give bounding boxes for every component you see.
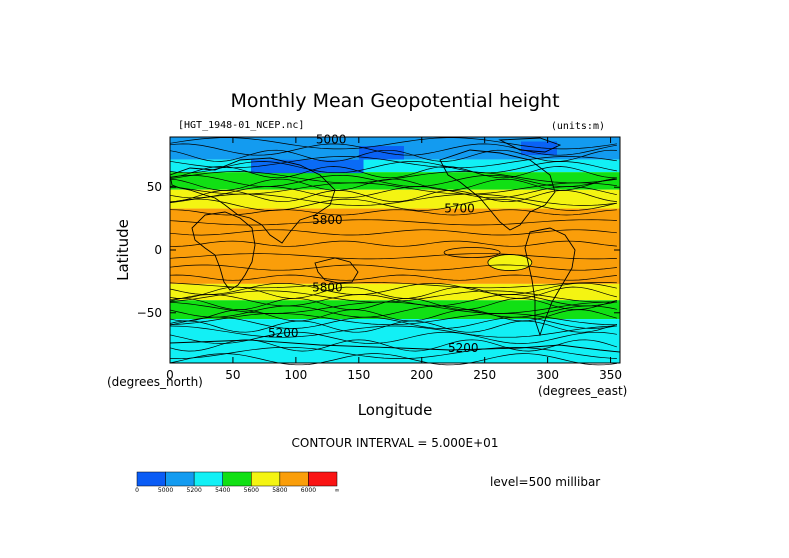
contour-line-32 xyxy=(169,320,618,333)
chart-title: Monthly Mean Geopotential height xyxy=(230,90,559,112)
band-5 xyxy=(170,283,620,301)
y-axis-label: Latitude xyxy=(114,219,132,281)
colorbar-label-5: 5800 xyxy=(272,487,287,494)
y-axis-ticks: 50 0 −50 xyxy=(137,180,620,320)
contour-line-5 xyxy=(169,166,617,179)
x-tick-label-0: 0 xyxy=(166,368,174,382)
contour-line-3 xyxy=(169,156,617,169)
coastline-1 xyxy=(191,211,256,291)
colorbar-swatch-1 xyxy=(165,471,195,487)
contour-line-30 xyxy=(169,313,617,326)
contour-line-37 xyxy=(169,353,617,366)
contour-line-28 xyxy=(169,305,617,318)
x-tick-label-3: 150 xyxy=(347,368,370,382)
x-unit-label: (degrees_east) xyxy=(538,384,627,398)
contour-line-11 xyxy=(169,190,617,203)
dataset-label: [HGT_1948-01_NCEP.nc] xyxy=(178,120,304,131)
coastline-2 xyxy=(314,257,359,284)
colorbar: 0 5000 5200 5400 5600 5800 6000 ∞ xyxy=(135,471,340,494)
colorbar-label-3: 5400 xyxy=(215,487,230,494)
contour-line-22 xyxy=(169,282,617,295)
contour-line-12 xyxy=(169,193,617,206)
contour-line-18 xyxy=(169,253,617,260)
contour-ring xyxy=(443,247,501,258)
colorbar-swatch-3 xyxy=(222,471,252,487)
coastline-6 xyxy=(498,137,562,153)
contour-line-23 xyxy=(169,286,617,299)
y-tick-label-2: −50 xyxy=(137,306,162,320)
colorbar-swatch-2 xyxy=(193,471,223,487)
coastline-4 xyxy=(524,227,576,337)
x-tick-label-4: 200 xyxy=(410,368,433,382)
units-label: (units:m) xyxy=(551,121,605,132)
colorbar-swatch-6 xyxy=(308,471,338,487)
contour-label-3: 5800 xyxy=(312,281,343,295)
colorbar-label-4: 5600 xyxy=(244,487,259,494)
contour-line-25 xyxy=(169,294,617,307)
contour-line-20 xyxy=(169,274,617,281)
contour-line-29 xyxy=(169,309,617,322)
band-3 xyxy=(170,189,620,209)
contour-line-7 xyxy=(169,174,617,187)
contour-label-4: 5200 xyxy=(268,326,299,340)
contour-line-19 xyxy=(169,264,617,271)
contour-line-8 xyxy=(169,178,617,191)
contour-line-1 xyxy=(169,143,617,156)
contour-label-5: 5200 xyxy=(448,341,479,355)
band-2 xyxy=(170,172,620,190)
colorbar-label-7: ∞ xyxy=(335,487,340,494)
contour-line-0 xyxy=(169,137,617,150)
colorbar-swatch-0 xyxy=(136,471,166,487)
x-axis-ticks: 0 50 100 150 200 250 300 350 xyxy=(166,137,622,382)
coastline-0 xyxy=(169,157,336,244)
x-tick-label-1: 50 xyxy=(225,368,240,382)
x-tick-label-2: 100 xyxy=(284,368,307,382)
contour-line-4 xyxy=(169,161,617,174)
contour-line-14 xyxy=(169,209,617,216)
contour-line-2 xyxy=(169,149,617,162)
contour-line-36 xyxy=(170,346,617,359)
y-unit-label: (degrees_north) xyxy=(107,375,203,389)
colorbar-label-6: 6000 xyxy=(301,487,316,494)
contour-interval-label: CONTOUR INTERVAL = 5.000E+01 xyxy=(292,436,499,450)
contour-line-31 xyxy=(169,316,617,329)
plot-area: 5000 5700 5800 5800 5200 5200 xyxy=(169,133,621,366)
y-tick-label-0: 50 xyxy=(147,180,162,194)
contour-line-17 xyxy=(169,240,617,247)
contour-label-0: 5000 xyxy=(316,133,347,147)
x-tick-label-5: 250 xyxy=(473,368,496,382)
contour-yellow-patch xyxy=(487,254,533,271)
contour-label-1: 5700 xyxy=(444,202,475,216)
colorbar-label-2: 5200 xyxy=(187,487,202,494)
level-label: level=500 millibar xyxy=(490,475,600,489)
contour-line-10 xyxy=(169,186,617,199)
colorbar-label-1: 5000 xyxy=(158,487,173,494)
contour-line-27 xyxy=(169,301,617,314)
contour-line-34 xyxy=(169,331,617,344)
contour-label-2: 5800 xyxy=(312,213,343,227)
contour-line-24 xyxy=(169,290,617,303)
contour-line-15 xyxy=(169,219,617,226)
y-tick-label-1: 0 xyxy=(154,243,162,257)
x-tick-label-6: 300 xyxy=(536,368,559,382)
colorbar-swatch-5 xyxy=(279,471,309,487)
x-tick-label-7: 350 xyxy=(599,368,622,382)
coastline-3 xyxy=(439,149,556,231)
x-axis-label: Longitude xyxy=(358,401,433,419)
contour-line-26 xyxy=(169,297,617,310)
colorbar-label-0: 0 xyxy=(135,487,139,494)
colorbar-swatch-4 xyxy=(251,471,281,487)
band-6 xyxy=(170,300,620,320)
contour-line-16 xyxy=(169,229,617,236)
contour-line-33 xyxy=(169,325,617,338)
